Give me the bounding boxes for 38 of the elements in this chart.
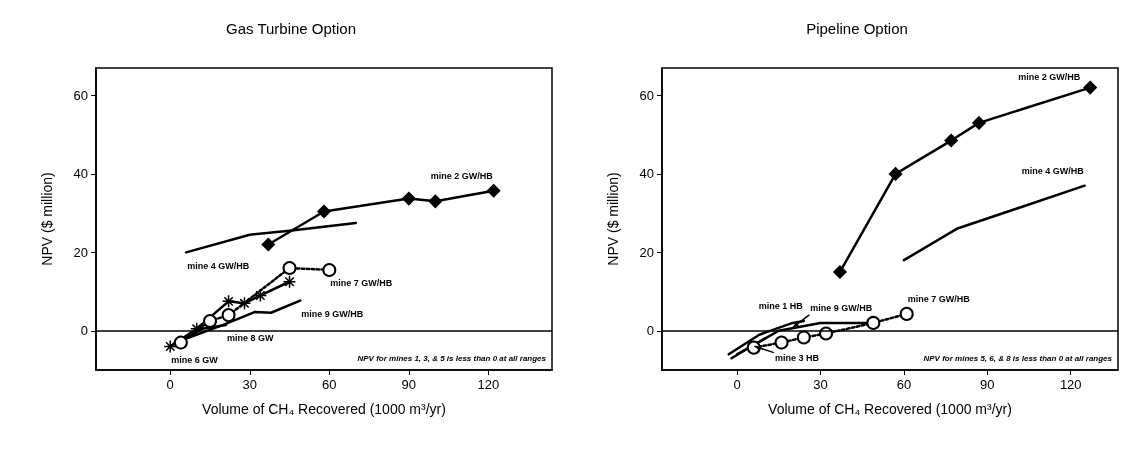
chart-title: Gas Turbine Option <box>225 20 357 37</box>
x-tick-label: 90 <box>980 377 995 392</box>
x-tick-label: 60 <box>322 377 337 392</box>
y-tick-label: 60 <box>639 87 654 103</box>
chart-title: Pipeline Option <box>806 20 908 37</box>
y-axis-title: NPV ($ million) <box>605 172 621 266</box>
y-axis-title: NPV ($ million) <box>39 172 55 266</box>
series-label: mine 9 GW/HB <box>810 303 873 314</box>
y-tick-label: 40 <box>73 166 88 182</box>
series-label: mine 4 GW/HB <box>1021 166 1085 177</box>
y-tick-label: 20 <box>639 244 654 260</box>
series-label: mine 2 GW/HB <box>430 171 494 182</box>
x-tick-label: 30 <box>242 377 257 392</box>
series-label: mine 7 GW/HB <box>907 294 971 305</box>
series-label: mine 8 GW <box>226 333 274 344</box>
x-tick-label: 30 <box>813 377 828 392</box>
y-tick-label: 0 <box>80 323 88 339</box>
annotation: NPV for mines 1, 3, & 5 is less than 0 at all ranges <box>357 353 547 363</box>
y-tick-label: 0 <box>646 323 654 339</box>
y-tick-label: 20 <box>73 244 88 260</box>
y-tick-label: 40 <box>639 166 654 182</box>
x-tick-label: 60 <box>896 377 912 392</box>
x-tick-label: 120 <box>477 377 500 392</box>
x-tick-label: 90 <box>401 377 417 392</box>
series-label: mine 3 HB <box>774 353 820 364</box>
annotation: NPV for mines 5, 6, & 8 is less than 0 at all ranges <box>923 353 1113 363</box>
series-label: mine 7 GW/HB <box>330 278 393 289</box>
series-label: mine 4 GW/HB <box>187 260 250 271</box>
x-tick-label: 0 <box>733 377 741 392</box>
y-tick-label: 60 <box>73 87 88 103</box>
series-label: mine 9 GW/HB <box>301 309 364 320</box>
x-tick-label: 0 <box>166 377 174 392</box>
x-axis-title: Volume of CH₄ Recovered (1000 m³/yr) <box>202 401 446 417</box>
series-label: mine 1 HB <box>758 301 804 312</box>
x-tick-label: 120 <box>1059 377 1082 392</box>
series-label: mine 6 GW <box>171 354 219 365</box>
x-axis-title: Volume of CH₄ Recovered (1000 m³/yr) <box>768 401 1012 417</box>
series-label: mine 2 GW/HB <box>1018 72 1081 83</box>
